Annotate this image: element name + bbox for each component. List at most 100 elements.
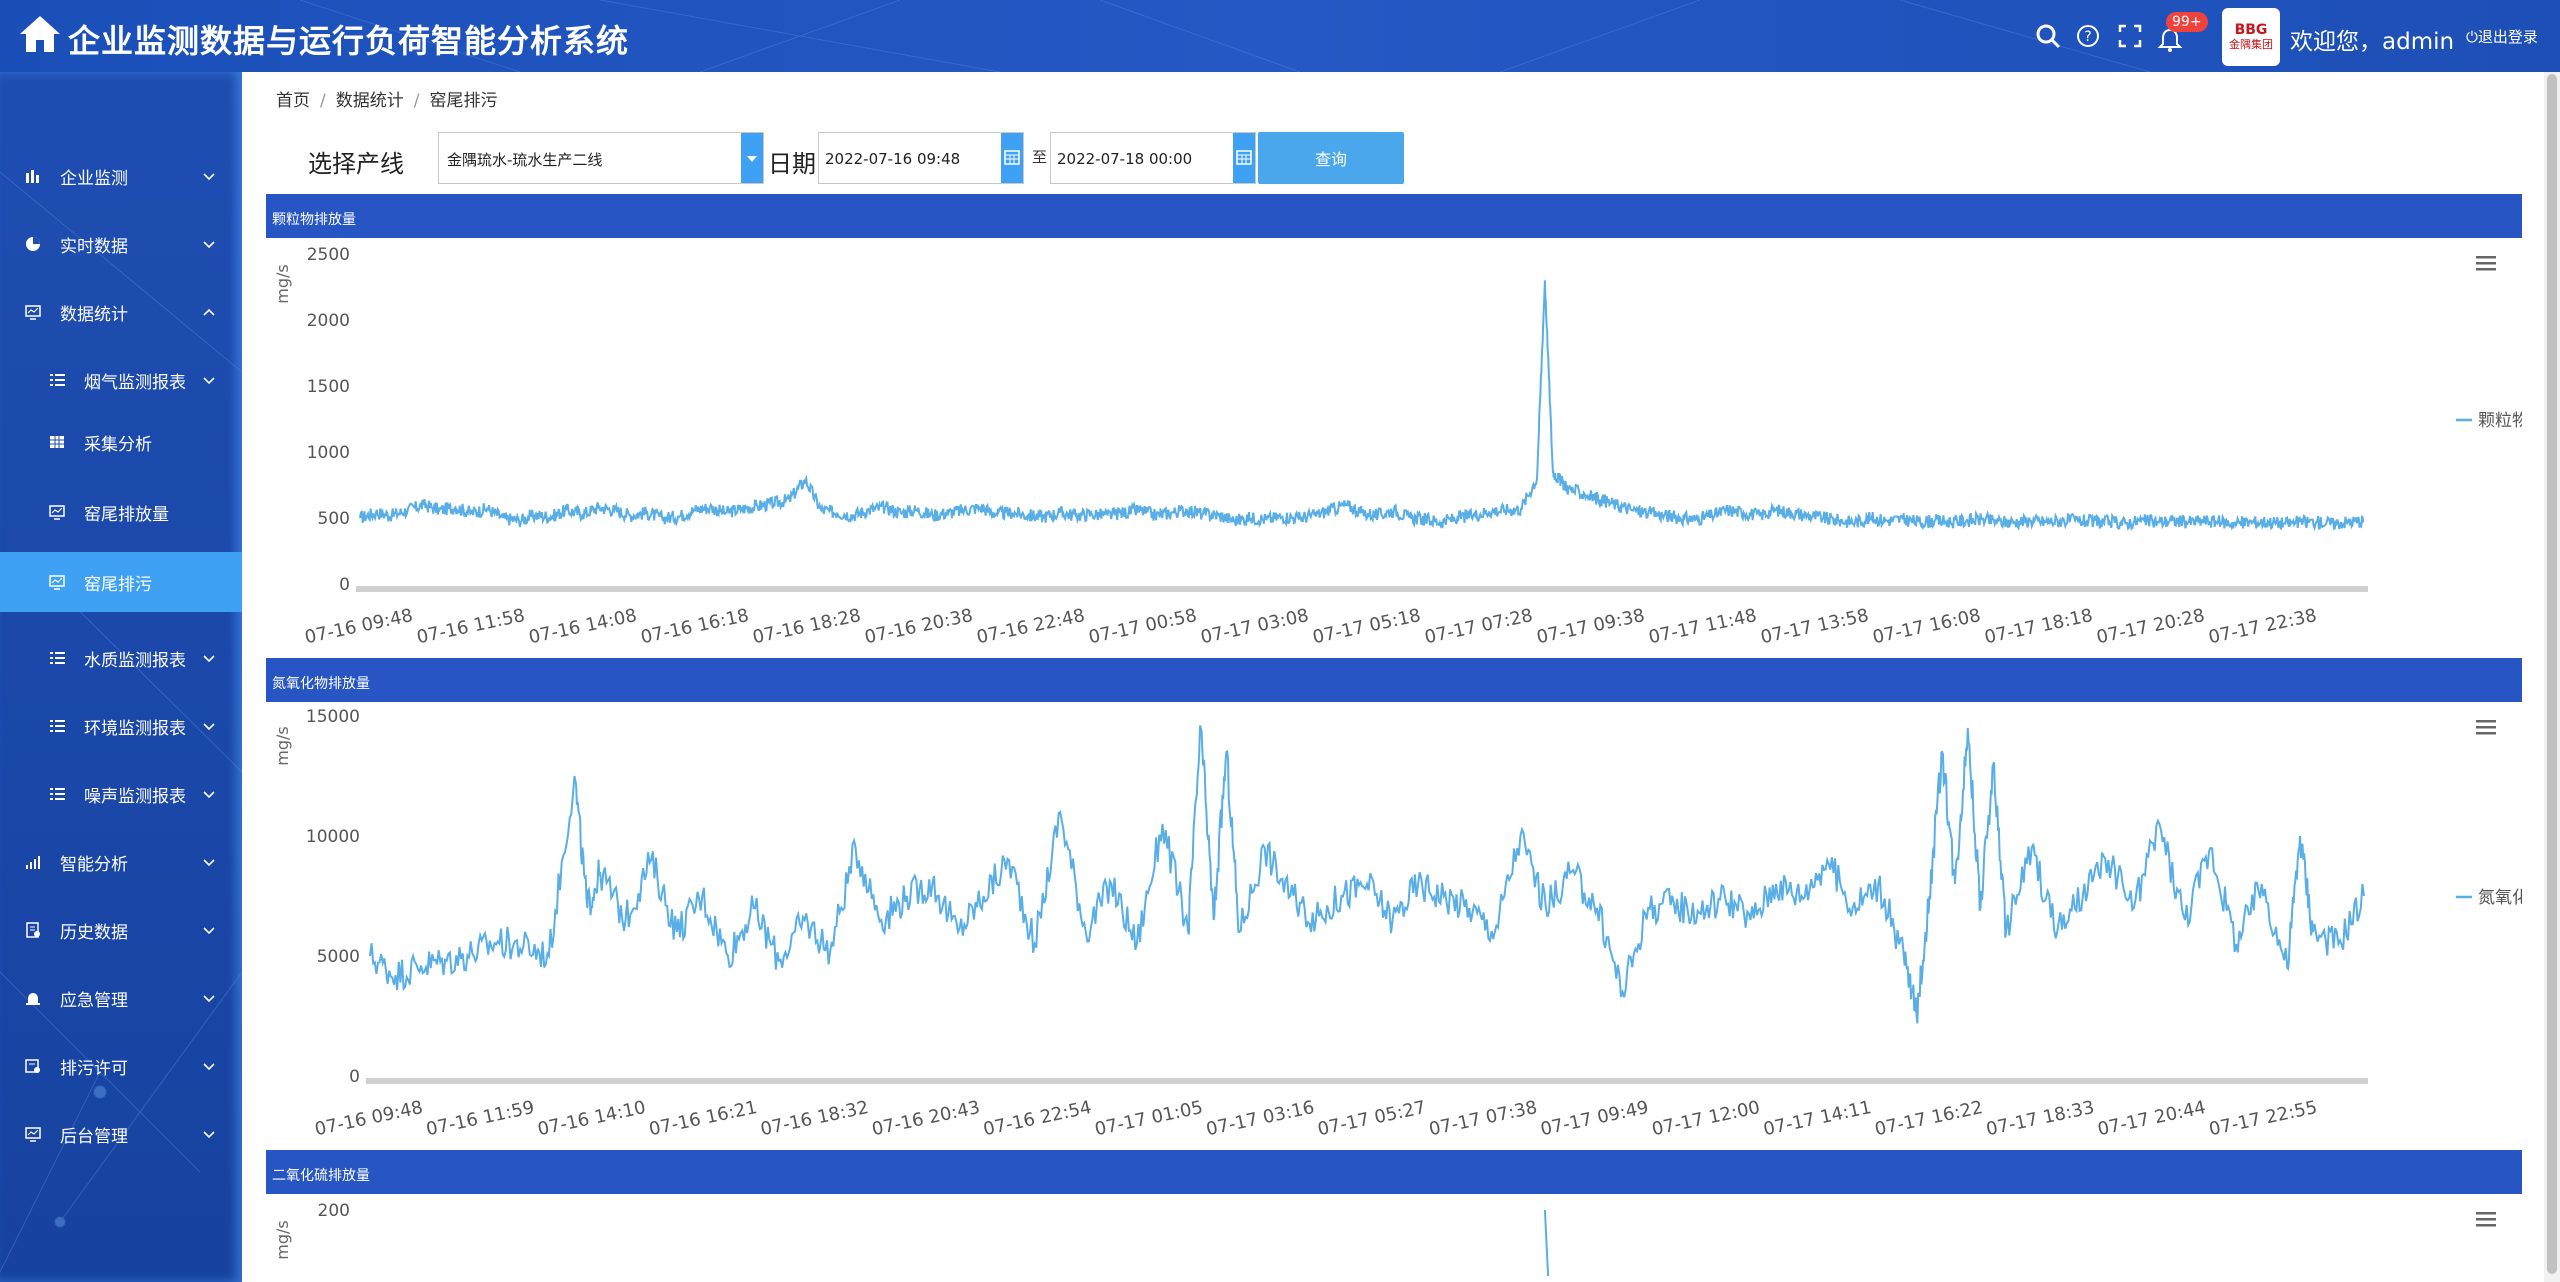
- breadcrumb-current: 窑尾排污: [429, 91, 498, 111]
- calendar-button-from[interactable]: [1001, 133, 1023, 183]
- sidebar-item-8[interactable]: 环境监测报表: [0, 696, 242, 756]
- x-tick-label: 07-16 20:38: [863, 605, 975, 648]
- chevron-down-icon: [203, 1063, 215, 1071]
- sidebar-item-0[interactable]: 企业监测: [0, 146, 242, 206]
- y-tick-label: 2000: [307, 311, 350, 331]
- line-select[interactable]: 金隅琉水-琉水生产二线: [438, 132, 764, 184]
- dropdown-button[interactable]: [741, 133, 763, 183]
- avatar[interactable]: BBG 金隅集团: [2222, 8, 2280, 66]
- sidebar-item-label: 排污许可: [60, 1058, 128, 1079]
- x-tick-label: 07-17 16:22: [1873, 1097, 1985, 1140]
- sidebar-item-1[interactable]: 实时数据: [0, 214, 242, 274]
- section-bar-particulate: 颗粒物排放量: [266, 194, 2522, 238]
- x-axis-line: [366, 1078, 2368, 1084]
- menu-line: [2476, 1224, 2496, 1227]
- menu-line: [2476, 268, 2496, 271]
- scrollbar-thumb[interactable]: [2547, 74, 2557, 1274]
- list-icon: [50, 720, 65, 732]
- breadcrumb: 首页 / 数据统计 / 窑尾排污: [276, 91, 498, 111]
- so2-chart: mg/s 200: [273, 1201, 2496, 1277]
- sidebar-item-label: 后台管理: [60, 1126, 128, 1147]
- date-from-field[interactable]: 2022-07-16 09:48: [818, 132, 1024, 184]
- x-tick-label: 07-17 09:38: [1535, 605, 1647, 648]
- sidebar-item-4[interactable]: 采集分析: [0, 412, 242, 472]
- table-icon: [50, 436, 64, 448]
- sidebar-item-label: 窑尾排污: [84, 574, 152, 595]
- x-tick-label: 07-17 05:27: [1316, 1097, 1428, 1140]
- home-logo-icon: [20, 16, 60, 52]
- chevron-down-icon: [203, 859, 215, 867]
- svg-text:?: ?: [2084, 29, 2091, 45]
- logout-button[interactable]: ⏻退出登录: [2466, 26, 2538, 47]
- menu-line: [2476, 1218, 2496, 1221]
- menu-line: [2476, 720, 2496, 723]
- x-tick-label: 07-17 01:05: [1093, 1097, 1205, 1140]
- x-tick-label: 07-17 18:18: [1983, 605, 2095, 648]
- y-tick-label: 10000: [306, 827, 360, 847]
- x-tick-label: 07-17 09:49: [1539, 1097, 1651, 1140]
- welcome-text: 欢迎您，admin: [2290, 29, 2455, 55]
- chevron-down-icon: [203, 1131, 215, 1139]
- list-icon: [50, 652, 65, 664]
- chart-menu-icon[interactable]: [2476, 1212, 2496, 1227]
- date-to-value: 2022-07-18 00:00: [1057, 150, 1193, 168]
- date-to-field[interactable]: 2022-07-18 00:00: [1050, 132, 1256, 184]
- y-axis-label: mg/s: [273, 726, 292, 765]
- x-tick-label: 07-17 13:58: [1759, 605, 1871, 648]
- sidebar-item-6[interactable]: 窑尾排污: [0, 552, 242, 612]
- sidebar-item-12[interactable]: 应急管理: [0, 968, 242, 1028]
- x-tick-label: 07-17 11:48: [1647, 605, 1759, 648]
- x-tick-label: 07-17 20:44: [2096, 1097, 2208, 1140]
- chart-menu-icon[interactable]: [2476, 720, 2496, 735]
- nox-chart: mg/s 0 5000 10000 15000 07-16 09:48 07-16 11:5…: [273, 707, 2522, 1140]
- sidebar-item-label: 数据统计: [60, 304, 128, 325]
- calendar-button-to[interactable]: [1233, 133, 1255, 183]
- chart-menu-icon[interactable]: [2476, 256, 2496, 271]
- x-tick-label: 07-17 00:58: [1087, 605, 1199, 648]
- x-tick-label: 07-16 18:32: [759, 1097, 871, 1140]
- sidebar-item-9[interactable]: 噪声监测报表: [0, 764, 242, 824]
- sidebar-item-10[interactable]: 智能分析: [0, 832, 242, 892]
- fullscreen-icon[interactable]: [2116, 22, 2144, 50]
- date-label: 日期: [768, 150, 816, 178]
- query-button[interactable]: 查询: [1258, 132, 1404, 184]
- series-line: [369, 725, 2365, 1024]
- x-tick-label: 07-17 22:55: [2207, 1097, 2319, 1140]
- breadcrumb-home[interactable]: 首页: [276, 91, 310, 111]
- search-icon[interactable]: [2034, 22, 2062, 50]
- sidebar-item-14[interactable]: 后台管理: [0, 1104, 242, 1164]
- y-axis-label: mg/s: [273, 1220, 292, 1259]
- line-select-value: 金隅琉水-琉水生产二线: [447, 151, 603, 169]
- section-title: 颗粒物排放量: [272, 212, 356, 228]
- help-icon[interactable]: ?: [2074, 22, 2102, 50]
- y-tick-label: 0: [339, 575, 350, 595]
- power-icon: ⏻: [2466, 28, 2478, 46]
- sidebar-item-label: 烟气监测报表: [84, 372, 186, 393]
- sidebar-item-3[interactable]: 烟气监测报表: [0, 350, 242, 410]
- sidebar-item-11[interactable]: 历史数据: [0, 900, 242, 960]
- menu-line: [2476, 256, 2496, 259]
- sidebar-item-label: 采集分析: [84, 434, 152, 455]
- sidebar-item-label: 环境监测报表: [84, 718, 186, 739]
- chevron-down-icon: [203, 927, 215, 935]
- section-title: 氮氧化物排放量: [272, 676, 370, 692]
- y-tick-label: 0: [349, 1067, 360, 1087]
- top-header: 企业监测数据与运行负荷智能分析系统 ? 99+ BBG 金隅集团 欢迎您，adm…: [0, 0, 2560, 72]
- bar-chart-icon: [26, 170, 39, 183]
- chevron-down-icon: [203, 791, 215, 799]
- monitor-icon: [49, 575, 65, 590]
- sidebar-item-7[interactable]: 水质监测报表: [0, 628, 242, 688]
- series-line: [1543, 1209, 1550, 1277]
- sidebar-item-5[interactable]: 窑尾排放量: [0, 482, 242, 542]
- sidebar-item-2[interactable]: 数据统计: [0, 282, 242, 342]
- app-title: 企业监测数据与运行负荷智能分析系统: [68, 22, 630, 60]
- monitor-icon: [25, 1127, 41, 1142]
- caret-down-icon: [747, 156, 757, 162]
- section-bar-so2: 二氧化硫排放量: [266, 1150, 2522, 1194]
- monitor-icon: [25, 305, 41, 320]
- monitor-icon: [49, 505, 65, 520]
- sidebar-item-label: 应急管理: [60, 990, 128, 1011]
- sidebar-item-13[interactable]: 排污许可: [0, 1036, 242, 1096]
- breadcrumb-stats[interactable]: 数据统计: [335, 91, 404, 111]
- y-tick-label: 500: [318, 509, 350, 529]
